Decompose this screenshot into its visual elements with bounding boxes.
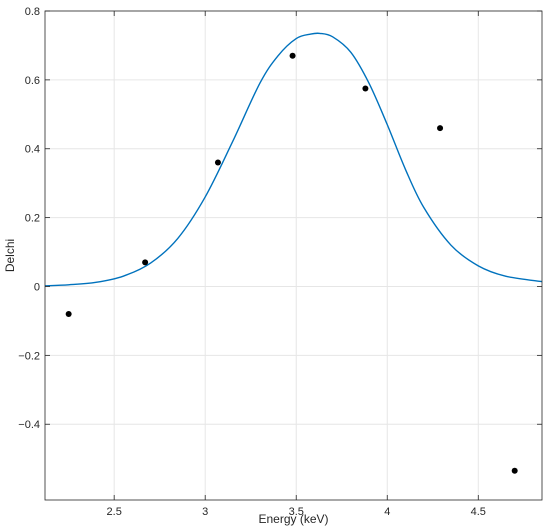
data-point bbox=[511, 467, 518, 474]
data-point bbox=[437, 125, 444, 132]
grid bbox=[45, 10, 542, 500]
model-curve bbox=[44, 32, 543, 287]
plot-area bbox=[45, 11, 542, 500]
x-tick-label: 3.5 bbox=[289, 506, 304, 518]
y-tick-label: −0.2 bbox=[18, 350, 40, 362]
y-tick-label: 0 bbox=[34, 281, 40, 293]
y-tick-label: 0.6 bbox=[25, 75, 40, 87]
data-point bbox=[65, 311, 72, 318]
x-tick-label: 3 bbox=[202, 506, 208, 518]
y-tick-label: 0.2 bbox=[25, 213, 40, 225]
data-point bbox=[362, 85, 369, 92]
plot-frame bbox=[44, 10, 543, 501]
series-layer bbox=[44, 32, 543, 474]
y-tick-label: 0.4 bbox=[25, 144, 40, 156]
ticks: 2.5 3 3.5 4 4.5 −0.4 −0.2 0 0.2 0.4 0.6 0.8 bbox=[18, 6, 542, 518]
x-tick-label: 4 bbox=[384, 506, 390, 518]
data-point bbox=[289, 52, 296, 59]
y-axis-label: Delchi bbox=[3, 239, 17, 272]
data-point bbox=[142, 259, 149, 266]
x-axis-label: Energy (keV) bbox=[258, 512, 328, 526]
x-tick-label: 2.5 bbox=[107, 506, 122, 518]
y-tick-label: 0.8 bbox=[25, 6, 40, 18]
x-tick-label: 4.5 bbox=[471, 506, 486, 518]
y-tick-label: −0.4 bbox=[18, 419, 40, 431]
data-point bbox=[214, 159, 221, 166]
